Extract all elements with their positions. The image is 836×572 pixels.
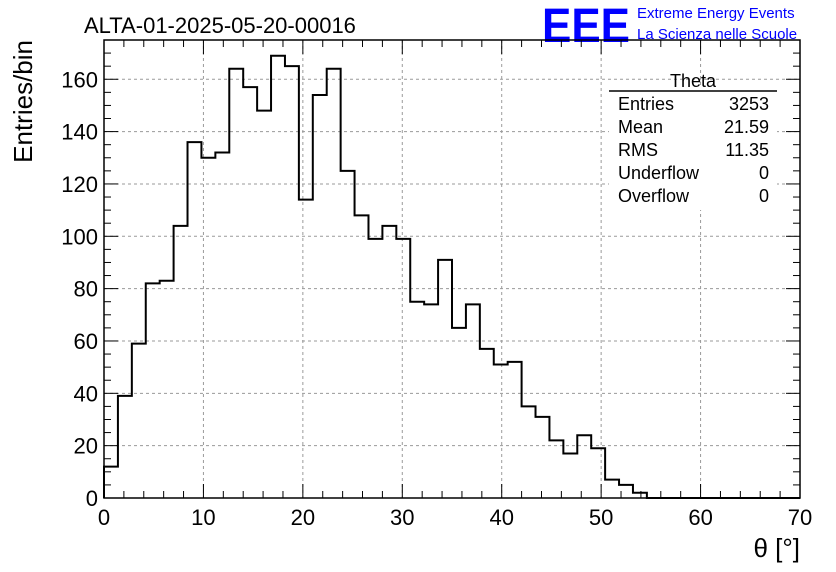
axis-ticks [103,39,801,499]
logo-mark: EEE [542,0,630,53]
y-tick-label: 120 [61,172,98,197]
x-tick-label: 60 [688,505,712,530]
stats-label: Entries [618,94,674,114]
chart-title: ALTA-01-2025-05-20-00016 [84,13,356,38]
y-tick-label: 0 [86,486,98,511]
x-tick-label: 40 [489,505,513,530]
x-axis-title: θ [°] [753,533,800,563]
stats-label: RMS [618,140,658,160]
stats-label: Overflow [618,186,690,206]
y-tick-label: 20 [74,434,98,459]
x-tick-label: 0 [98,505,110,530]
x-tick-label: 30 [390,505,414,530]
stats-box: Theta Entries 3253 Mean 21.59 RMS 11.35 Underf… [609,71,777,210]
y-tick-label: 160 [61,67,98,92]
stats-label: Underflow [618,163,700,183]
eee-logo: EEE Extreme Energy Events La Scienza nel… [542,0,797,53]
stats-value: 3253 [729,94,769,114]
plot-frame [103,39,801,499]
x-tick-label: 50 [589,505,613,530]
y-tick-label: 100 [61,224,98,249]
x-tick-label: 20 [291,505,315,530]
stats-value: 0 [759,163,769,183]
logo-line-1: Extreme Energy Events [637,5,795,22]
y-tick-labels: 0 20 40 60 80 100 120 140 160 [61,67,98,511]
x-tick-label: 10 [191,505,215,530]
stats-box-background [609,88,777,210]
y-tick-label: 60 [74,329,98,354]
stats-value: 0 [759,186,769,206]
stats-value: 21.59 [724,117,769,137]
stats-value: 11.35 [725,140,769,160]
stats-label: Mean [618,117,663,137]
y-tick-label: 40 [74,381,98,406]
x-tick-labels: 0 10 20 30 40 50 60 70 [98,505,812,530]
logo-line-2: La Scienza nelle Scuole [637,26,797,43]
x-tick-label: 70 [788,505,812,530]
y-tick-label: 140 [61,120,98,145]
y-axis-title: Entries/bin [8,40,38,163]
y-tick-label: 80 [74,277,98,302]
stats-box-title: Theta [670,71,717,91]
stats-rows: Entries 3253 Mean 21.59 RMS 11.35 Underflow 0 Ov… [618,94,769,206]
histogram-series [103,54,800,499]
